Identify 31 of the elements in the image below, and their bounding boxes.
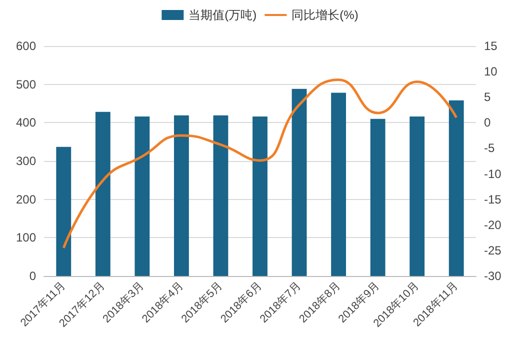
y-tick-label: 200 [16, 192, 36, 206]
legend-label: 当期值(万吨) [188, 8, 257, 22]
y2-tick-label: -25 [484, 243, 502, 258]
bar [95, 112, 110, 276]
bar [134, 116, 150, 276]
y2-tick-label: 15 [484, 39, 498, 53]
y-tick-label: 400 [16, 116, 36, 130]
y-tick-label: 500 [16, 77, 36, 92]
bar [174, 115, 189, 276]
bar [292, 88, 307, 276]
y2-tick-label: -20 [484, 218, 502, 232]
y2-tick-label: 10 [484, 64, 498, 79]
bar [448, 100, 464, 276]
y2-tick-label: 5 [484, 90, 491, 104]
line-series [62, 78, 458, 250]
bar [410, 116, 425, 276]
y-tick-label: 600 [16, 39, 36, 53]
bar [370, 118, 386, 276]
y-tick-label: 0 [29, 269, 36, 283]
bar [252, 116, 268, 276]
y2-tick-label: -10 [484, 166, 502, 181]
legend-label: 同比增长(%) [292, 8, 358, 22]
y2-tick-label: -30 [484, 269, 502, 283]
bar [331, 92, 346, 276]
bar [56, 146, 72, 276]
y-tick-label: 100 [16, 230, 36, 245]
y2-tick-label: -5 [484, 141, 495, 156]
bar [213, 115, 228, 276]
y2-tick-label: -15 [484, 192, 502, 206]
y2-tick-label: 0 [484, 116, 491, 130]
y-tick-label: 300 [16, 154, 36, 168]
